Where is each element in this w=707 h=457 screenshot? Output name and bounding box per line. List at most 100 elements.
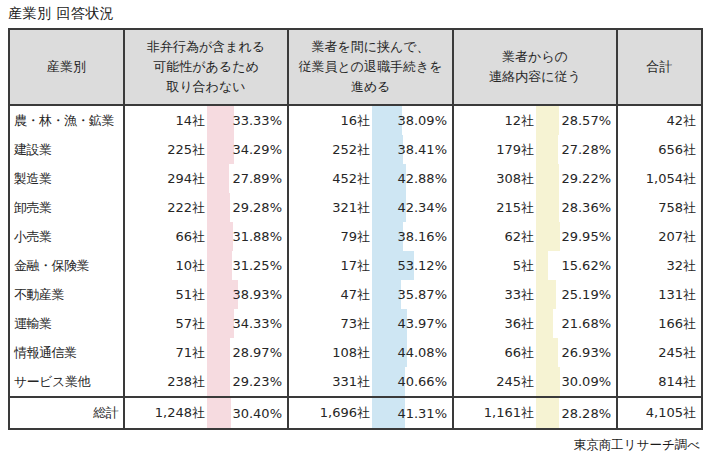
percent-cell: 25.19% — [536, 280, 617, 309]
percent-value: 29.28% — [232, 200, 282, 215]
percent-value: 38.09% — [397, 113, 447, 128]
percent-value: 35.87% — [397, 287, 447, 302]
count-cell: 16社 — [288, 105, 372, 135]
databar — [207, 338, 230, 367]
databar — [536, 251, 548, 280]
percent-cell: 33.33% — [207, 105, 288, 135]
databar — [536, 367, 560, 396]
percent-cell: 40.66% — [372, 367, 453, 397]
databar — [207, 135, 234, 164]
total-cell: 1,054社 — [617, 164, 702, 193]
percent-cell: 42.34% — [372, 193, 453, 222]
percent-value: 28.57% — [561, 113, 611, 128]
percent-cell: 34.33% — [207, 309, 288, 338]
percent-value: 34.33% — [232, 316, 282, 331]
percent-value: 28.28% — [561, 406, 611, 421]
percent-cell: 31.88% — [207, 222, 288, 251]
percent-value: 53.12% — [397, 258, 447, 273]
count-cell: 452社 — [288, 164, 372, 193]
count-cell: 73社 — [288, 309, 372, 338]
databar — [536, 193, 559, 222]
total-cell: 166社 — [617, 309, 702, 338]
count-cell: 57社 — [124, 309, 207, 338]
percent-cell: 28.28% — [536, 397, 617, 429]
percent-cell: 27.89% — [207, 164, 288, 193]
percent-cell: 44.08% — [372, 338, 453, 367]
count-cell: 47社 — [288, 280, 372, 309]
percent-value: 33.33% — [232, 113, 282, 128]
percent-cell: 29.22% — [536, 164, 617, 193]
percent-value: 41.31% — [397, 406, 447, 421]
count-cell: 36社 — [453, 309, 536, 338]
count-cell: 294社 — [124, 164, 207, 193]
total-cell: 814社 — [617, 367, 702, 397]
header-row: 産業別 非弁行為が含まれる 可能性があるため 取り合わない 業者を間に挟んで、 … — [9, 29, 702, 105]
percent-value: 43.97% — [397, 316, 447, 331]
databar — [207, 398, 231, 428]
databar — [207, 164, 229, 193]
percent-cell: 29.23% — [207, 367, 288, 397]
percent-value: 29.95% — [561, 229, 611, 244]
industry-cell: 金融・保険業 — [9, 251, 124, 280]
total-cell: 656社 — [617, 135, 702, 164]
percent-cell: 28.36% — [536, 193, 617, 222]
percent-cell: 29.95% — [536, 222, 617, 251]
count-cell: 12社 — [453, 105, 536, 135]
percent-value: 42.88% — [397, 171, 447, 186]
databar — [207, 222, 233, 251]
percent-cell: 28.97% — [207, 338, 288, 367]
count-cell: 238社 — [124, 367, 207, 397]
header-industry: 産業別 — [9, 29, 124, 105]
count-cell: 10社 — [124, 251, 207, 280]
count-cell: 66社 — [124, 222, 207, 251]
percent-value: 34.29% — [232, 142, 282, 157]
count-cell: 71社 — [124, 338, 207, 367]
percent-value: 29.23% — [232, 374, 282, 389]
industry-cell: 不動産業 — [9, 280, 124, 309]
percent-cell: 42.88% — [372, 164, 453, 193]
table-row: サービス業他238社29.23%331社40.66%245社30.09%814社 — [9, 367, 702, 397]
count-cell: 79社 — [288, 222, 372, 251]
percent-cell: 30.40% — [207, 397, 288, 429]
databar — [207, 367, 230, 396]
percent-cell: 38.16% — [372, 222, 453, 251]
count-cell: 1,696社 — [288, 397, 372, 429]
count-cell: 33社 — [453, 280, 536, 309]
total-cell: 32社 — [617, 251, 702, 280]
percent-value: 31.88% — [232, 229, 282, 244]
industry-cell: 小売業 — [9, 222, 124, 251]
percent-value: 30.40% — [232, 406, 282, 421]
industry-cell: 卸売業 — [9, 193, 124, 222]
databar — [536, 338, 558, 367]
count-cell: 1,161社 — [453, 397, 536, 429]
databar — [207, 251, 232, 280]
databar — [536, 309, 553, 338]
percent-value: 44.08% — [397, 345, 447, 360]
total-cell: 42社 — [617, 105, 702, 135]
industry-cell: 建設業 — [9, 135, 124, 164]
survey-table: 産業別 非弁行為が含まれる 可能性があるため 取り合わない 業者を間に挟んで、 … — [8, 28, 703, 430]
percent-cell: 41.31% — [372, 397, 453, 429]
percent-value: 27.28% — [561, 142, 611, 157]
industry-cell: 情報通信業 — [9, 338, 124, 367]
count-cell: 179社 — [453, 135, 536, 164]
table-row: 卸売業222社29.28%321社42.34%215社28.36%758社 — [9, 193, 702, 222]
databar — [536, 106, 559, 135]
percent-cell: 38.93% — [207, 280, 288, 309]
count-cell: 14社 — [124, 105, 207, 135]
percent-cell: 35.87% — [372, 280, 453, 309]
percent-value: 40.66% — [397, 374, 447, 389]
header-response-reject: 非弁行為が含まれる 可能性があるため 取り合わない — [124, 29, 288, 105]
databar — [536, 222, 560, 251]
count-cell: 215社 — [453, 193, 536, 222]
percent-cell: 26.93% — [536, 338, 617, 367]
count-cell: 62社 — [453, 222, 536, 251]
percent-value: 28.97% — [232, 345, 282, 360]
percent-cell: 15.62% — [536, 251, 617, 280]
page: 産業別 回答状況 産業別 非弁行為が含まれる 可能性があるため 取り合わない 業… — [0, 0, 707, 457]
industry-cell: サービス業他 — [9, 367, 124, 397]
industry-cell: 運輸業 — [9, 309, 124, 338]
header-total: 合計 — [617, 29, 702, 105]
percent-cell: 53.12% — [372, 251, 453, 280]
percent-value: 28.36% — [561, 200, 611, 215]
